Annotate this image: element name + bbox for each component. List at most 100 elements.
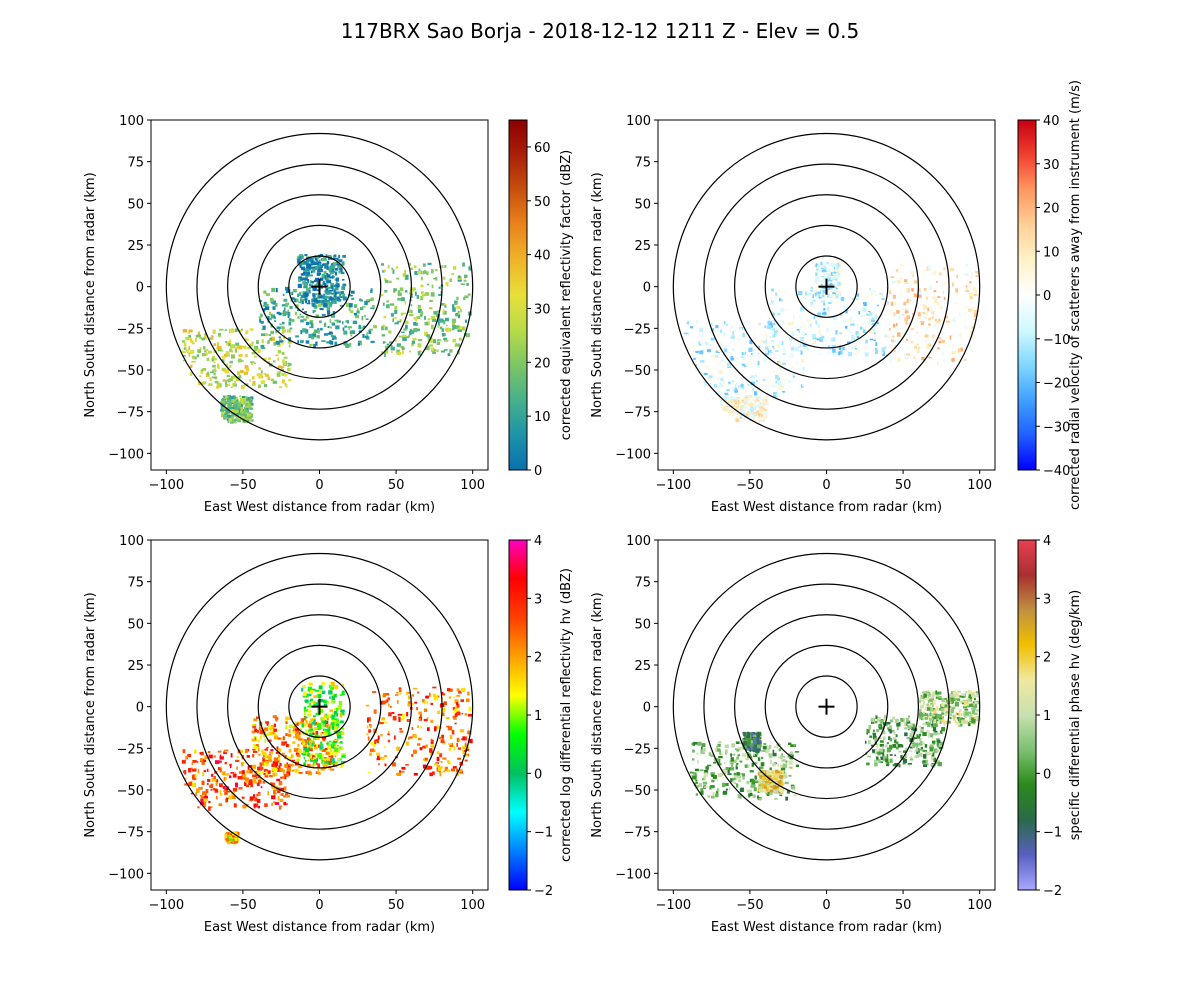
echo-gate	[326, 274, 331, 278]
echo-gate	[954, 698, 958, 703]
echo-gate	[334, 728, 339, 732]
echo-gate	[817, 326, 821, 329]
echo-gate	[961, 701, 966, 705]
echo-gate	[220, 405, 224, 409]
echo-gate	[762, 378, 766, 381]
echo-gate	[260, 344, 265, 349]
echo-gate	[764, 412, 769, 417]
echo-gate	[936, 694, 939, 698]
echo-gate	[824, 319, 829, 322]
echo-gate	[418, 737, 422, 741]
echo-gate	[732, 399, 734, 402]
echo-gate	[735, 766, 738, 770]
echo-gate	[248, 398, 252, 400]
echo-gate	[753, 751, 755, 756]
echo-gate	[407, 703, 412, 707]
echo-gate	[418, 718, 422, 720]
echo-gate	[300, 742, 304, 745]
echo-gate	[724, 348, 728, 353]
echo-gate	[689, 326, 694, 329]
echo-gate	[772, 313, 776, 316]
echo-gate	[838, 345, 842, 351]
echo-gate	[268, 724, 272, 729]
echo-gate	[720, 380, 726, 385]
echo-gate	[319, 308, 324, 311]
echo-region	[765, 286, 891, 357]
echo-gate	[762, 788, 766, 793]
colorbar	[1017, 119, 1037, 471]
echo-gate	[409, 287, 415, 292]
echo-gate	[311, 298, 315, 303]
echo-gate	[380, 293, 384, 297]
echo-gate	[904, 308, 909, 312]
echo-gate	[820, 290, 823, 295]
echo-gate	[760, 773, 764, 777]
echo-gate	[227, 415, 232, 418]
echo-gate	[370, 724, 372, 728]
echo-gate	[228, 365, 232, 368]
echo-gate	[774, 797, 778, 800]
echo-gate	[334, 271, 338, 276]
echo-gate	[415, 317, 418, 322]
echo-gate	[281, 368, 284, 371]
echo-gate	[238, 405, 242, 409]
echo-gate	[337, 734, 342, 739]
echo-gate	[320, 327, 323, 331]
echo-gate	[951, 358, 955, 362]
echo-gate	[788, 379, 791, 384]
echo-gate	[952, 714, 955, 719]
echo-gate	[442, 770, 446, 773]
echo-gate	[747, 403, 752, 406]
echo-gate	[339, 694, 343, 697]
echo-gate	[247, 346, 252, 349]
echo-gate	[446, 769, 451, 773]
echo-gate	[441, 707, 446, 712]
echo-gate	[284, 741, 288, 744]
echo-gate	[798, 343, 801, 347]
echo-gate	[923, 294, 928, 297]
echo-gate	[699, 769, 704, 772]
echo-gate	[713, 384, 718, 388]
echo-gate	[932, 758, 936, 763]
echo-gate	[927, 694, 930, 699]
echo-gate	[188, 768, 192, 773]
echo-gate	[220, 349, 224, 352]
echo-gate	[395, 266, 399, 269]
echo-gate	[311, 280, 314, 284]
echo-gate	[191, 342, 195, 345]
echo-gate	[932, 715, 937, 719]
echo-gate	[456, 711, 461, 716]
echo-gate	[434, 728, 437, 732]
echo-gate	[758, 770, 761, 773]
echo-gate	[701, 743, 706, 748]
echo-gate	[451, 322, 455, 326]
echo-gate	[906, 357, 910, 361]
echo-gate	[264, 760, 270, 764]
echo-gate	[314, 689, 319, 692]
echo-gate	[264, 333, 269, 337]
echo-gate	[802, 372, 805, 376]
echo-gate	[188, 332, 190, 335]
echo-gate	[780, 299, 783, 302]
echo-gate	[886, 309, 890, 314]
echo-gate	[909, 733, 913, 738]
echo-gate	[221, 408, 225, 412]
echo-gate	[253, 362, 256, 365]
echo-gate	[269, 775, 273, 778]
echo-gate	[259, 766, 264, 770]
echo-gate	[225, 797, 230, 800]
echo-gate	[441, 332, 445, 337]
echo-gate	[904, 282, 909, 284]
echo-gate	[424, 321, 429, 326]
echo-gate	[855, 298, 859, 300]
echo-gate	[938, 695, 942, 699]
echo-gate	[826, 271, 831, 274]
echo-gate	[376, 738, 379, 744]
echo-gate	[930, 763, 935, 767]
echo-gate	[382, 324, 385, 327]
echo-gate	[697, 759, 699, 764]
echo-gate	[274, 733, 277, 738]
echo-gate	[893, 350, 897, 352]
echo-gate	[776, 289, 779, 294]
